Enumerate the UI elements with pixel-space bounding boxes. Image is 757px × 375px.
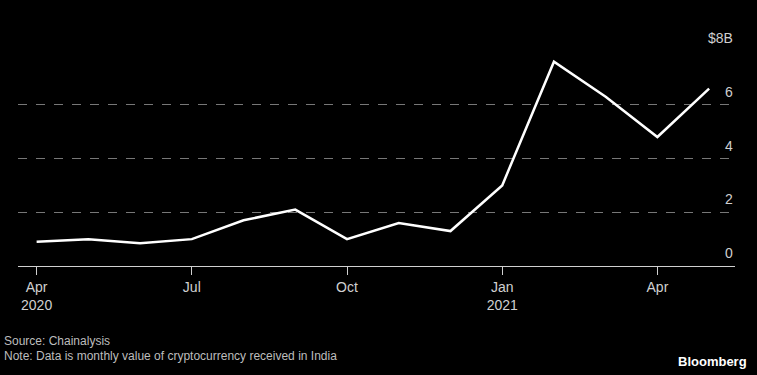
svg-text:4: 4 <box>725 138 733 154</box>
svg-text:Note: Data is monthly value of: Note: Data is monthly value of cryptocur… <box>4 349 337 363</box>
svg-text:6: 6 <box>725 84 733 100</box>
svg-text:2: 2 <box>725 191 733 207</box>
svg-text:Jan2021: Jan2021 <box>487 279 518 313</box>
svg-text:Apr: Apr <box>647 279 669 295</box>
svg-text:Oct: Oct <box>336 279 358 295</box>
svg-text:Jul: Jul <box>183 279 201 295</box>
svg-text:Apr2020: Apr2020 <box>21 279 52 313</box>
svg-text:0: 0 <box>725 245 733 261</box>
svg-text:$8B: $8B <box>708 30 733 46</box>
svg-text:Bloomberg: Bloomberg <box>678 354 747 369</box>
svg-text:Source: Chainalysis: Source: Chainalysis <box>4 334 110 348</box>
